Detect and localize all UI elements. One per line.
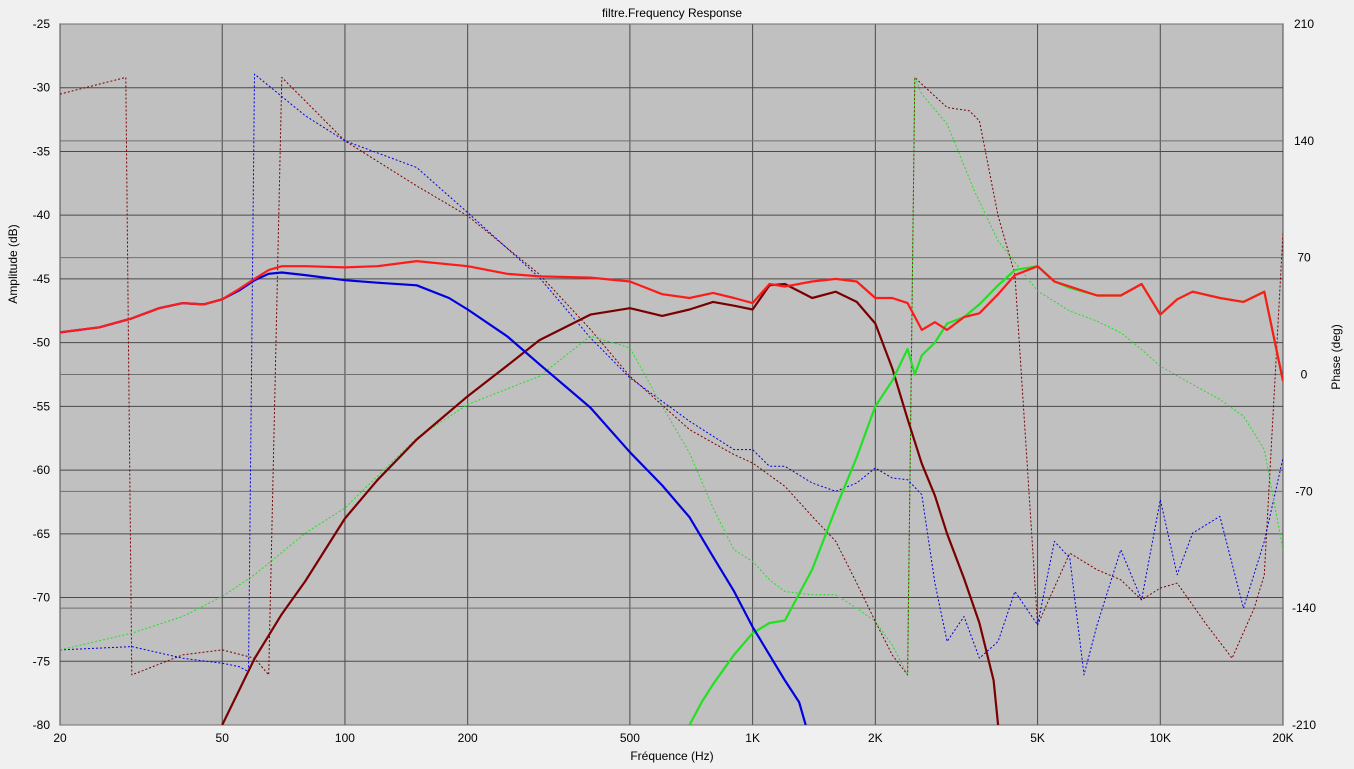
y-tick-label: -65	[33, 527, 51, 541]
x-tick-label: 1K	[745, 731, 760, 745]
x-tick-label: 10K	[1150, 731, 1171, 745]
y-tick-label: -40	[33, 208, 51, 222]
chart-title: filtre.Frequency Response	[602, 6, 742, 20]
y2-tick-label: -210	[1292, 718, 1316, 732]
axis-ticks: 20 50 100 200 500 1K 2K 5K 10K 20K -25 -30 -35 -40 -45…	[33, 17, 1317, 745]
y2-tick-label: 140	[1294, 134, 1314, 148]
y2-tick-label: -140	[1292, 601, 1316, 615]
y2-tick-label: 210	[1294, 17, 1314, 31]
x-tick-label: 50	[216, 731, 230, 745]
x-tick-label: 5K	[1030, 731, 1045, 745]
y2-tick-label: 0	[1301, 368, 1308, 382]
y-tick-label: -50	[33, 336, 51, 350]
y-tick-label: -55	[33, 399, 51, 413]
series-mid-line	[221, 282, 1000, 725]
x-tick-label: 20	[53, 731, 67, 745]
series-tweeter-phase-line	[60, 76, 1283, 676]
x-tick-label: 200	[458, 731, 478, 745]
x-tick-label: 100	[335, 731, 355, 745]
y-tick-label: -70	[33, 591, 51, 605]
y2-axis-label: Phase (deg)	[1329, 324, 1343, 389]
x-axis-label: Fréquence (Hz)	[630, 749, 713, 763]
y-tick-label: -75	[33, 654, 51, 668]
y-tick-label: -35	[33, 144, 51, 158]
y-tick-label: -30	[33, 81, 51, 95]
y2-tick-label: -70	[1295, 484, 1313, 498]
y-axis-label: Amplitude (dB)	[6, 224, 20, 303]
y-tick-label: -25	[33, 17, 51, 31]
y-tick-label: -60	[33, 463, 51, 477]
series-layer	[60, 73, 1283, 725]
series-sum-line	[60, 260, 1283, 382]
y-tick-label: -80	[33, 718, 51, 732]
grid	[59, 23, 1284, 726]
x-tick-label: 2K	[868, 731, 883, 745]
y2-tick-label: 70	[1297, 251, 1311, 265]
x-tick-label: 20K	[1272, 731, 1293, 745]
y-tick-label: -45	[33, 272, 51, 286]
x-tick-label: 500	[620, 731, 640, 745]
